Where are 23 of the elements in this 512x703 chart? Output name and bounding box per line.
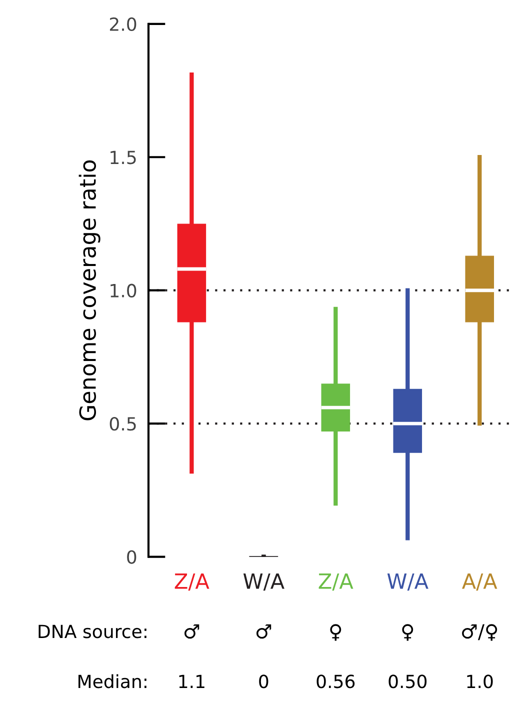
text: ♀ <box>402 624 414 641</box>
x-tick-label: Z/A <box>318 574 354 591</box>
text: 0.50 <box>388 674 427 688</box>
text: 0 <box>259 674 268 688</box>
text: ♂ <box>256 624 272 639</box>
y-tick-label: 1.0 <box>110 284 136 298</box>
x-tick-label: A/A <box>462 574 498 591</box>
x-tick-label: W/A <box>243 574 284 591</box>
y-axis-title: Genome coverage ratio <box>78 160 100 420</box>
x-tick-label: Z/A <box>174 574 210 591</box>
y-tick-label: 1.5 <box>110 150 136 164</box>
text: 1.0 <box>467 674 493 688</box>
text: 0.56 <box>316 674 355 688</box>
text: ♂/♀ <box>462 624 498 641</box>
text: Median: <box>78 674 146 688</box>
text: 1.1 <box>179 674 204 688</box>
text: ♀ <box>330 624 342 641</box>
x-tick-label: W/A <box>387 574 428 591</box>
y-tick-label: 0 <box>127 550 136 564</box>
text: DNA source: <box>38 624 146 638</box>
y-tick-label: 2.0 <box>110 17 136 32</box>
text: ♂ <box>184 624 200 639</box>
y-tick-label: 0.5 <box>110 417 136 431</box>
